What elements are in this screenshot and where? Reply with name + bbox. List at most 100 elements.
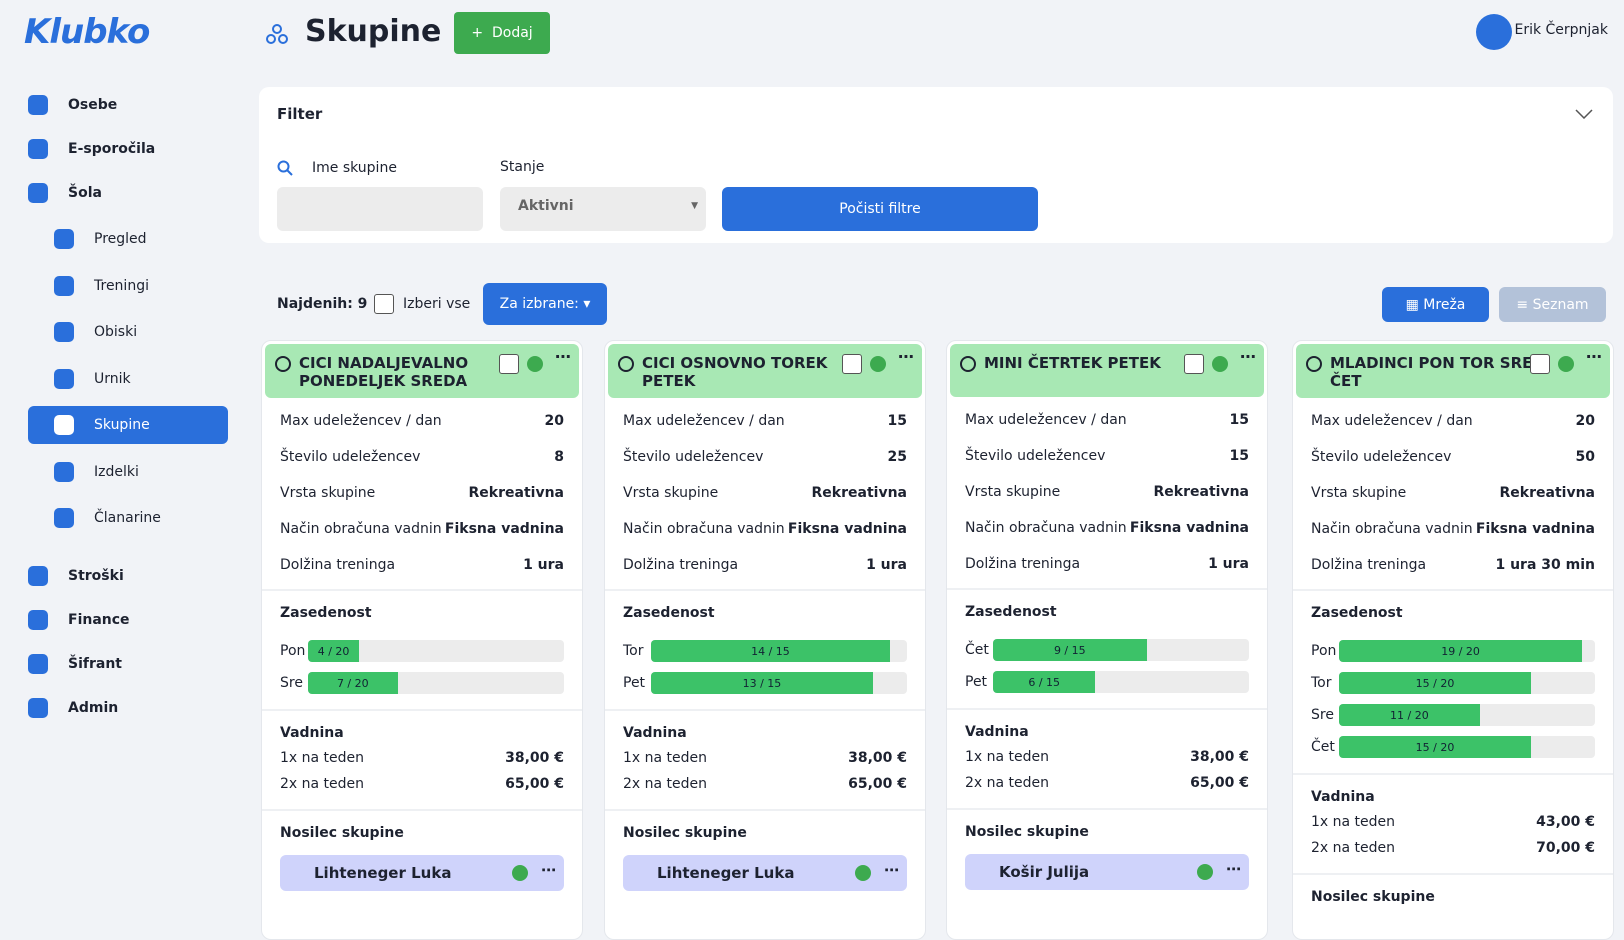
status-ok	[1197, 864, 1213, 880]
stat-row: Vrsta skupine Rekreativna	[947, 474, 1267, 510]
more-menu[interactable]: ⋯	[898, 347, 914, 366]
fee-label: 1x na teden	[623, 750, 708, 766]
holder-section: Nosilec skupine Lihteneger Luka ⋯	[605, 809, 925, 891]
stat-value: 25	[887, 449, 907, 465]
more-menu[interactable]: ⋯	[1240, 347, 1256, 366]
stat-row: Način obračuna vadnin Fiksna vadnina	[1293, 511, 1613, 547]
collapse-icon[interactable]	[1575, 109, 1593, 119]
card-title: CICI NADALJEVALNO PONEDELJEK SREDA	[299, 354, 469, 390]
occupancy-bar: 4 / 20	[308, 640, 360, 662]
stat-row: Max udeležencev / dan 20	[262, 403, 582, 439]
fee-value: 38,00 €	[1190, 749, 1249, 765]
card-header: CICI OSNOVNO TOREK PETEK ⋯	[608, 344, 922, 398]
more-menu[interactable]: ⋯	[1226, 860, 1241, 878]
list-button[interactable]: ≡ Seznam	[1499, 287, 1606, 322]
nav-item[interactable]: Admin	[28, 693, 228, 723]
fee-row: 2x na teden 65,00 €	[262, 771, 582, 797]
group-card: MLADINCI PON TOR SRE ČET ⋯ Max udeležencev…	[1292, 340, 1614, 940]
grid-button[interactable]: ▦ Mreža	[1382, 287, 1489, 322]
nav-subitem[interactable]: Izdelki	[28, 453, 228, 491]
nav-label: Šifrant	[68, 656, 122, 672]
more-menu[interactable]: ⋯	[555, 347, 571, 366]
nav-item[interactable]: Finance	[28, 605, 228, 635]
card-checkbox[interactable]	[842, 354, 862, 374]
stat-value: Rekreativna	[468, 485, 564, 501]
bulk-button[interactable]: Za izbrane: ▾	[483, 283, 607, 325]
card-title: MLADINCI PON TOR SRE ČET	[1330, 354, 1533, 390]
holder-name: Lihteneger Luka	[314, 864, 452, 882]
stat-value: 1 ura	[1208, 556, 1249, 572]
status-ok	[1212, 356, 1228, 372]
nav-item[interactable]: Osebe	[28, 90, 228, 120]
card-icon	[1306, 356, 1322, 372]
nav-subitem[interactable]: Članarine	[28, 499, 228, 537]
stat-row: Max udeležencev / dan 15	[947, 402, 1267, 438]
day-label: Pon	[1311, 643, 1337, 659]
fee-value: 38,00 €	[848, 750, 907, 766]
nav-item[interactable]: Šola	[28, 178, 228, 208]
occupancy-row: Čet 9 / 15	[947, 634, 1267, 666]
occupancy-label: 14 / 15	[751, 644, 790, 658]
stat-label: Max udeležencev / dan	[1311, 413, 1473, 429]
occupancy-bar: 11 / 20	[1339, 704, 1480, 726]
state-value: Aktivni	[518, 198, 574, 214]
occupancy-row: Tor 15 / 20	[1293, 667, 1613, 699]
stat-row: Način obračuna vadnin Fiksna vadnina	[947, 510, 1267, 546]
nav-icon	[54, 368, 74, 389]
occupancy-track: 15 / 20	[1339, 672, 1595, 694]
fee-label: 1x na teden	[280, 750, 365, 766]
fee-value: 38,00 €	[505, 750, 564, 766]
nav-item[interactable]: Stroški	[28, 561, 228, 591]
stat-value: Rekreativna	[1153, 484, 1249, 500]
more-menu[interactable]: ⋯	[1586, 347, 1602, 366]
stat-value: 15	[887, 413, 907, 429]
state-select[interactable]: Aktivni ▼	[500, 187, 706, 231]
occupancy-row: Pon 19 / 20	[1293, 635, 1613, 667]
holder-chip[interactable]: Lihteneger Luka ⋯	[280, 855, 564, 891]
status-ok	[527, 356, 543, 372]
nav-subitem[interactable]: Pregled	[28, 220, 228, 258]
nav-subitem[interactable]: Obiski	[28, 313, 228, 351]
nav-subitem[interactable]: Skupine	[28, 406, 228, 444]
nav-subitem[interactable]: Treningi	[28, 267, 228, 305]
nav-icon	[54, 229, 74, 249]
logo[interactable]: Klubko	[24, 12, 150, 52]
section-title: Zasedenost	[965, 604, 1057, 620]
state-label: Stanje	[500, 159, 545, 175]
occupancy-row: Tor 14 / 15	[605, 635, 925, 667]
user-name[interactable]: Erik Čerpnjak	[1514, 22, 1608, 38]
name-label: Ime skupine	[312, 160, 397, 176]
stat-value: 15	[1229, 412, 1249, 428]
nav-label: Treningi	[94, 277, 149, 294]
fees-section: Vadnina 1x na teden 38,00 € 2x na teden 65,0…	[605, 709, 925, 797]
name-input[interactable]	[277, 187, 483, 231]
section-title: Zasedenost	[623, 605, 715, 621]
avatar[interactable]	[1476, 14, 1512, 50]
more-menu[interactable]: ⋯	[884, 861, 899, 879]
occupancy-label: 15 / 20	[1415, 740, 1455, 754]
occupancy-bar: 15 / 20	[1339, 736, 1531, 758]
nav-icon	[28, 654, 48, 674]
holder-chip[interactable]: Lihteneger Luka ⋯	[623, 855, 907, 891]
nav-item[interactable]: E-sporočila	[28, 134, 228, 164]
occupancy-track: 15 / 20	[1339, 736, 1595, 758]
occupancy-section: Zasedenost Pon 4 / 20 Sre 7 / 20	[262, 589, 582, 699]
stat-value: Rekreativna	[1499, 485, 1595, 501]
section-title: Vadnina	[965, 724, 1029, 740]
clear-button[interactable]: Počisti filtre	[722, 187, 1038, 231]
nav-subitem[interactable]: Urnik	[28, 360, 228, 398]
card-icon	[275, 356, 291, 372]
holder-chip[interactable]: Košir Julija ⋯	[965, 854, 1249, 890]
day-label: Čet	[965, 642, 989, 658]
more-menu[interactable]: ⋯	[541, 861, 556, 879]
stat-row: Dolžina treninga 1 ura	[947, 546, 1267, 582]
nav-item[interactable]: Šifrant	[28, 649, 228, 679]
select-all-checkbox[interactable]	[374, 294, 394, 314]
card-checkbox[interactable]	[1530, 354, 1550, 374]
card-checkbox[interactable]	[499, 354, 519, 374]
status-ok	[512, 865, 528, 881]
add-button[interactable]: + Dodaj	[454, 12, 550, 54]
card-checkbox[interactable]	[1184, 354, 1204, 374]
fee-row: 2x na teden 70,00 €	[1293, 835, 1613, 861]
occupancy-row: Čet 15 / 20	[1293, 731, 1613, 763]
